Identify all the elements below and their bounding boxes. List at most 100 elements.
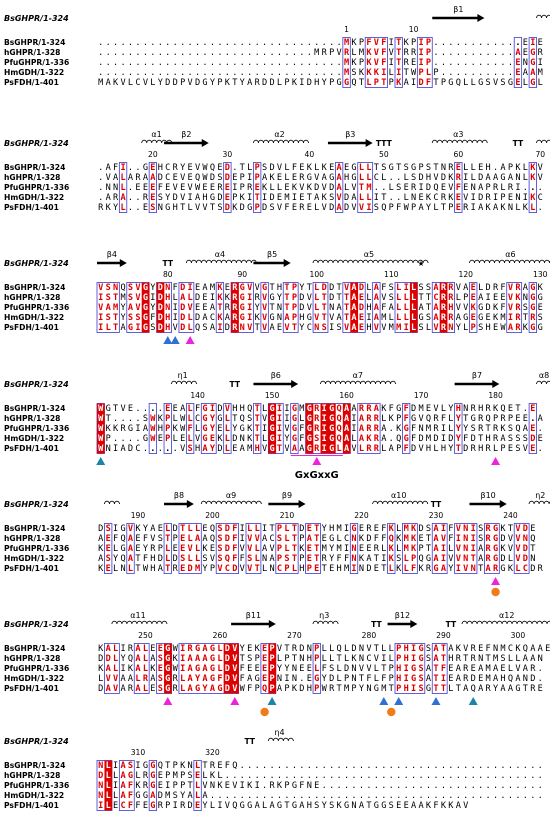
residue: . — [523, 404, 528, 414]
conservation-box — [223, 162, 232, 213]
residue: . — [232, 58, 237, 68]
residue: F — [292, 163, 297, 173]
residue: K — [396, 534, 402, 544]
residue: R — [173, 674, 179, 684]
residue: N — [463, 524, 468, 534]
residue: A — [426, 674, 432, 684]
residue: A — [337, 313, 343, 323]
residue: N — [411, 193, 416, 203]
residue: . — [135, 404, 140, 414]
residue: G — [150, 761, 155, 771]
residue: . — [277, 761, 282, 771]
residue: G — [426, 554, 431, 564]
residue: D — [158, 283, 163, 293]
residue: L — [247, 163, 252, 173]
residue: L — [337, 444, 342, 454]
residue: K — [292, 684, 298, 694]
residue: V — [247, 283, 252, 293]
residue: F — [404, 444, 409, 454]
residue: L — [173, 434, 178, 444]
residue: P — [165, 424, 170, 434]
residue: . — [314, 68, 319, 78]
residue: A — [351, 323, 357, 333]
residue: G — [150, 801, 155, 811]
residue: D — [217, 444, 222, 454]
residue: N — [165, 303, 170, 313]
residue: R — [232, 313, 238, 323]
conservation-box — [148, 403, 157, 454]
conservation-box — [200, 403, 217, 454]
residue: L — [441, 404, 446, 414]
ss-label: β7 — [472, 371, 482, 380]
residue: T — [255, 404, 260, 414]
sequence-name: BsGHPR/1-324 — [4, 163, 65, 172]
residue: . — [98, 183, 103, 193]
residue: I — [344, 544, 349, 554]
residue: I — [411, 644, 416, 654]
residue: Y — [299, 323, 305, 333]
residue: A — [433, 544, 439, 554]
ss-label: β6 — [271, 371, 281, 380]
residue: T — [113, 293, 118, 303]
residue: Q — [530, 534, 535, 544]
sequence-name: HmGDH/1-322 — [4, 791, 64, 800]
residue-number: 160 — [339, 391, 354, 400]
residue: N — [120, 564, 125, 574]
residue: F — [441, 664, 446, 674]
residue: G — [418, 313, 423, 323]
residue: M — [500, 644, 505, 654]
residue: . — [329, 781, 334, 791]
sequence-name: hGHPR/1-328 — [4, 771, 60, 780]
sequence-name: hGHPR/1-328 — [4, 293, 60, 302]
conservation-box — [275, 523, 299, 574]
residue: A — [269, 323, 275, 333]
residue: A — [225, 313, 231, 323]
residue: K — [277, 781, 283, 791]
residue: R — [411, 183, 417, 193]
residue: V — [337, 48, 342, 58]
residue: R — [180, 801, 186, 811]
residue: G — [292, 801, 297, 811]
residue: A — [359, 424, 365, 434]
residue: I — [441, 674, 446, 684]
residue-number: 220 — [354, 511, 369, 520]
sequence-name: PfuGHPR/1-336 — [4, 58, 69, 67]
residue: L — [135, 771, 140, 781]
residue: L — [344, 183, 349, 193]
residue: R — [322, 48, 328, 58]
residue: P — [411, 554, 416, 564]
residue: I — [188, 283, 193, 293]
residue: . — [314, 771, 319, 781]
residue: M — [404, 524, 409, 534]
residue: A — [493, 674, 499, 684]
residue: F — [188, 424, 193, 434]
residue: G — [255, 674, 260, 684]
residue: S — [381, 163, 386, 173]
residue: N — [269, 564, 274, 574]
residue: . — [307, 791, 312, 801]
residue: D — [366, 564, 371, 574]
residue: K — [202, 544, 208, 554]
residue: P — [389, 78, 394, 88]
residue: A — [508, 323, 514, 333]
residue: E — [277, 323, 282, 333]
residue: N — [523, 58, 528, 68]
residue: A — [359, 801, 365, 811]
residue: I — [456, 534, 461, 544]
residue: . — [188, 38, 193, 48]
residue: . — [448, 48, 453, 58]
residue: N — [471, 564, 476, 574]
residue: N — [158, 203, 163, 213]
residue: F — [448, 524, 453, 534]
residue: N — [351, 544, 356, 554]
residue: G — [292, 424, 297, 434]
residue: Y — [329, 554, 335, 564]
residue: C — [269, 534, 274, 544]
residue: . — [180, 38, 185, 48]
sequence-name: hGHPR/1-328 — [4, 654, 60, 663]
sequence-name: HmGDH/1-322 — [4, 434, 64, 443]
residue: H — [337, 564, 342, 574]
residue: A — [404, 78, 410, 88]
